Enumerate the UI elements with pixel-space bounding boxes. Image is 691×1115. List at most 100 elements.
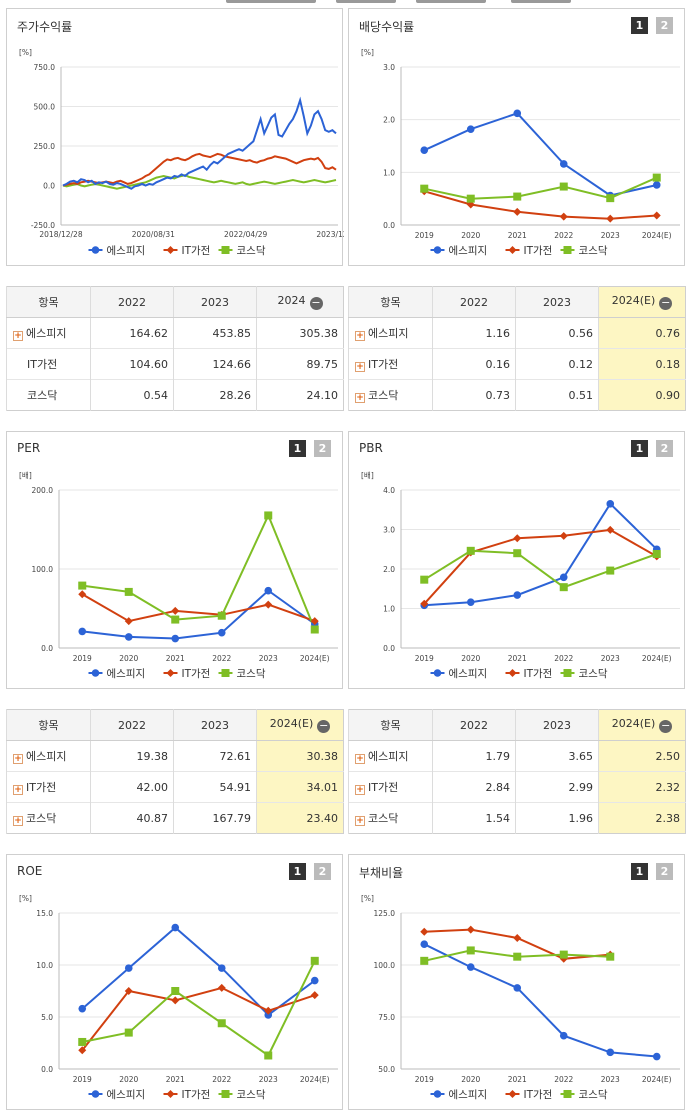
expand-icon[interactable]: +	[355, 785, 365, 795]
row-label[interactable]: + 에스피지	[6, 740, 91, 772]
row-label-text: 코스닥	[26, 812, 57, 825]
row-label[interactable]: + 에스피지	[348, 317, 433, 349]
data-point	[124, 987, 133, 995]
table-cell: 1.54	[432, 802, 516, 834]
x-tick-label: 2019	[73, 1075, 92, 1084]
data-point	[264, 1006, 273, 1015]
view-1-button[interactable]: 1	[631, 863, 648, 880]
data-point	[513, 534, 522, 543]
x-tick-label: 2019	[73, 654, 92, 663]
row-label[interactable]: + 에스피지	[348, 740, 433, 772]
data-point	[91, 1090, 100, 1098]
column-header: 2022	[432, 286, 516, 318]
row-label[interactable]: + 에스피지	[6, 317, 91, 349]
table-cell: 2.32	[598, 771, 686, 803]
expand-icon[interactable]: +	[13, 754, 23, 764]
expand-icon[interactable]: +	[355, 362, 365, 372]
row-label[interactable]: + IT가전	[348, 348, 433, 380]
data-point	[606, 566, 615, 575]
data-point	[171, 615, 180, 624]
data-point	[513, 207, 522, 216]
data-point	[513, 109, 522, 118]
data-point	[652, 211, 661, 220]
table-row: + 코스닥 40.87 167.79 23.40	[6, 802, 344, 834]
expand-icon[interactable]: +	[355, 754, 365, 764]
row-label[interactable]: + 코스닥	[6, 802, 91, 834]
collapse-icon[interactable]: −	[659, 296, 673, 310]
data-point	[559, 583, 568, 592]
axis-unit-label: [%]	[361, 894, 374, 903]
table-row: + 에스피지 19.38 72.61 30.38	[6, 740, 344, 772]
data-point	[310, 617, 319, 626]
view-1-button[interactable]: 1	[631, 440, 648, 457]
x-tick-label: 2020	[461, 654, 480, 663]
x-tick-label: 2024(E)	[300, 1075, 330, 1084]
y-tick-label: 2.0	[383, 116, 395, 125]
view-1-button[interactable]: 1	[631, 17, 648, 34]
series-line	[81, 926, 316, 1017]
data-point	[508, 1090, 517, 1098]
series-line	[423, 112, 658, 197]
pbr-chart: [배] 4.0 3.0 2.0 1.0 0.0 2019 2020 2021 2022 2023 20…	[361, 471, 680, 680]
view-1-button[interactable]: 1	[289, 440, 306, 457]
view-2-button[interactable]: 2	[656, 863, 673, 880]
row-label-text: 에스피지	[368, 327, 409, 340]
x-tick-label: 2021	[508, 231, 527, 240]
data-point	[420, 599, 429, 608]
y-tick-label: 50.0	[378, 1065, 395, 1074]
table-cell: 0.18	[598, 348, 686, 380]
data-point	[508, 246, 517, 254]
table-cell: 0.90	[598, 379, 686, 411]
expand-icon[interactable]: +	[355, 393, 365, 403]
data-point	[513, 549, 522, 558]
table-cell: 0.73	[432, 379, 516, 411]
data-point	[91, 669, 100, 677]
data-point	[466, 194, 475, 203]
expand-icon[interactable]: +	[13, 785, 23, 795]
view-1-button[interactable]: 1	[289, 863, 306, 880]
row-label[interactable]: + 코스닥	[348, 379, 433, 411]
data-point	[420, 927, 429, 936]
expand-icon[interactable]: +	[355, 331, 365, 341]
row-label[interactable]: + 코스닥	[348, 802, 433, 834]
legend-label: 코스닥	[237, 1089, 266, 1101]
expand-icon[interactable]: +	[13, 816, 23, 826]
data-point	[217, 983, 226, 992]
table-cell: 1.96	[515, 802, 599, 834]
collapse-icon[interactable]: −	[309, 296, 323, 310]
view-2-button[interactable]: 2	[656, 17, 673, 34]
data-point	[78, 1037, 87, 1046]
data-point	[466, 946, 475, 955]
view-2-button[interactable]: 2	[314, 863, 331, 880]
table-cell: 164.62	[90, 317, 174, 349]
column-header: 항목	[6, 286, 91, 318]
table-cell: 0.56	[515, 317, 599, 349]
expand-icon[interactable]: +	[13, 331, 23, 341]
data-point	[264, 600, 273, 609]
column-header: 2023	[515, 709, 599, 741]
data-point	[513, 192, 522, 201]
y-tick-label: -250.0	[31, 221, 55, 230]
data-point	[466, 925, 475, 934]
expand-icon[interactable]: +	[355, 816, 365, 826]
data-point	[466, 125, 475, 133]
row-label[interactable]: + IT가전	[348, 771, 433, 803]
panel-title: PBR	[359, 441, 383, 455]
y-tick-label: 2.0	[383, 565, 395, 574]
legend-label: 에스피지	[107, 245, 146, 257]
collapse-icon[interactable]: −	[659, 719, 673, 733]
data-point	[513, 591, 522, 599]
row-label[interactable]: + IT가전	[6, 771, 91, 803]
x-tick-label: 2021	[508, 1075, 527, 1084]
column-header: 2024(E) −	[598, 286, 686, 318]
view-2-button[interactable]: 2	[314, 440, 331, 457]
x-tick-label: 2019	[415, 1075, 434, 1084]
row-label-text: 에스피지	[368, 750, 409, 763]
series-line	[424, 190, 657, 220]
x-tick-label: 2024(E)	[642, 231, 672, 240]
data-point	[171, 606, 180, 615]
collapse-icon[interactable]: −	[317, 719, 331, 733]
x-tick-label: 2022	[554, 654, 573, 663]
row-label-text: 코스닥	[27, 389, 58, 402]
view-2-button[interactable]: 2	[656, 440, 673, 457]
